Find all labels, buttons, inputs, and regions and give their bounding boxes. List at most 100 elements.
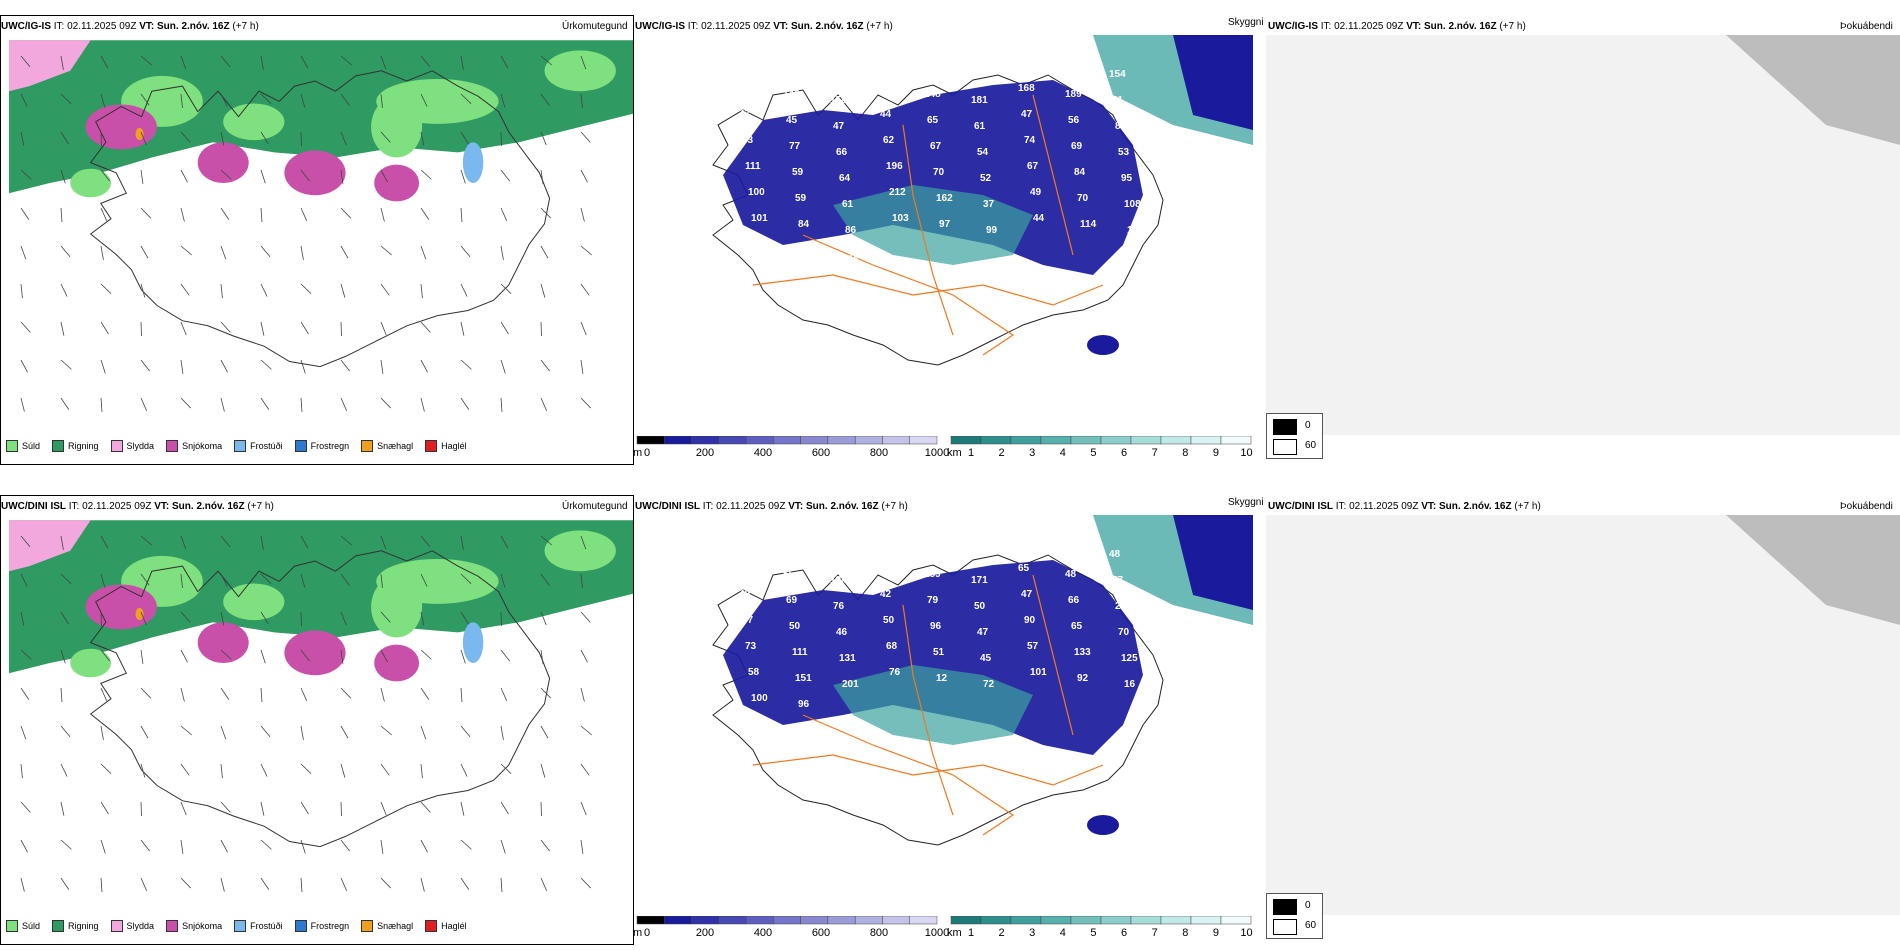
visibility-tick-label: 5 (1090, 447, 1096, 458)
ceiling-tick-label: 200 (696, 447, 714, 458)
legend-label: Rigning (68, 921, 99, 931)
ceiling-value-label: 100 (748, 187, 765, 198)
ceiling-value-label: 52 (1062, 543, 1074, 554)
visibility-tick-label: 5 (1090, 927, 1096, 938)
ceiling-value-label: 84 (1115, 121, 1127, 132)
legend-item: Frostúði (234, 920, 283, 932)
ceiling-value-label: 12 (936, 673, 948, 684)
visibility-color-bin (1130, 435, 1162, 445)
legend-item: Súld (6, 440, 40, 452)
ceiling-value-label: 111 (792, 647, 808, 658)
ceiling-value-label: 49 (739, 589, 751, 600)
ceiling-tick-label: 1000 (925, 447, 949, 458)
ceiling-value-label: 45 (786, 115, 798, 126)
visibility-tick-label: 4 (1060, 447, 1066, 458)
fog-map-top (1266, 35, 1900, 435)
model-name: UWC/DINI ISL (1, 501, 66, 512)
legend-item: Snæhagl (361, 440, 413, 452)
ceiling-value-label: 50 (789, 621, 801, 632)
ceiling-value-label: 70 (1118, 627, 1130, 638)
ceiling-color-bin (636, 435, 665, 445)
ceiling-value-label: 52 (980, 173, 992, 184)
ceiling-value-label: 59 (792, 167, 804, 178)
lead-time: (+7 h) (866, 21, 893, 32)
precip-map-bottom (9, 520, 633, 892)
legend-item: Slydda (110, 440, 154, 452)
fog-scale-top-label: 0 (1305, 420, 1311, 431)
legend-item: Haglél (425, 440, 467, 452)
visibility-color-bin (1190, 435, 1222, 445)
ceiling-value-label: 131 (839, 653, 856, 664)
precip-type-label-top: Úrkomutegund (562, 21, 628, 32)
init-time: IT: 02.11.2025 09Z (1335, 501, 1419, 512)
legend-swatch (166, 920, 179, 932)
ceiling-scale-top: m 0 200 400 600 800 1000 km 1 2 3 4 5 6 7 8 9 10 (633, 435, 1265, 459)
precip-panel-top (0, 15, 634, 465)
ceiling-value-label: 70 (1077, 193, 1089, 204)
ceiling-value-label: 168 (1018, 83, 1035, 94)
visibility-color-bin (1220, 915, 1252, 925)
visibility-color-bin (1040, 435, 1072, 445)
visibility-color-bin (1070, 435, 1102, 445)
legend-label: Súld (22, 441, 41, 451)
ceiling-value-label: 97 (939, 219, 951, 230)
visibility-color-bin (1160, 435, 1192, 445)
visibility-color-bin (1220, 435, 1252, 445)
ceiling-value-label: 58 (921, 543, 933, 554)
ceiling-value-label: 65 (874, 57, 886, 68)
ceiling-value-label: 217 (733, 57, 750, 68)
ceiling-value-label: 67 (780, 63, 792, 74)
ceiling-value-label: 101 (1030, 667, 1047, 678)
ceiling-value-label: 154 (1109, 69, 1126, 80)
visibility-tick-label: 10 (1240, 927, 1252, 938)
ceiling-color-bin (745, 435, 774, 445)
ceiling-value-label: 61 (733, 537, 745, 548)
ceiling-value-label: 67 (930, 141, 942, 152)
init-time: IT: 02.11.2025 09Z (702, 501, 786, 512)
visibility-tick-label: 3 (1029, 927, 1035, 938)
ceiling-value-label: 45 (980, 653, 992, 664)
ceiling-value-label: 65 (1071, 621, 1083, 632)
ceiling-value-label: 68 (886, 641, 898, 652)
ceiling-color-bin (827, 435, 856, 445)
legend-item: Slydda (110, 920, 155, 932)
ceiling-value-label: 20 (1115, 601, 1127, 612)
ceiling-value-label: 44 (880, 109, 892, 120)
ceiling-value-label: 201 (842, 679, 859, 690)
lead-time: (+7 h) (1499, 21, 1526, 32)
ceiling-value-label: 74 (968, 549, 980, 560)
ceiling-value-label: 51 (933, 647, 945, 658)
ceiling-value-label: 70 (933, 167, 945, 178)
ceiling-value-label: 16 (1124, 679, 1136, 690)
visibility-tick-label: 8 (1182, 447, 1188, 458)
visibility-tick-label: 7 (1152, 447, 1158, 458)
ceiling-value-label: 129 (877, 563, 894, 574)
fog-panel-bottom (1266, 515, 1900, 915)
visibility-color-bin (1160, 915, 1192, 925)
ceiling-value-label: 76 (889, 667, 901, 678)
ceiling-value-label: 56 (1068, 115, 1080, 126)
fog-map-bottom (1266, 515, 1900, 915)
legend-label: Slydda (126, 921, 155, 931)
valid-time: VT: Sun. 2.nóv. 16Z (139, 21, 230, 32)
ceiling-value-label: 66 (1068, 595, 1080, 606)
ceiling-value-label: 84 (798, 219, 810, 230)
ceiling-tick-label: 800 (870, 927, 888, 938)
ceiling-value-label: 47 (977, 627, 989, 638)
legend-swatch (361, 920, 374, 932)
model-name: UWC/IG-IS (635, 21, 685, 32)
ceiling-color-bin (636, 915, 665, 925)
ceiling-color-bin (882, 915, 910, 925)
visibility-tick-label: 10 (1240, 447, 1252, 458)
ceiling-color-bin (882, 435, 910, 445)
ceiling-tick-label: 1000 (925, 927, 949, 938)
legend-label: Snjókoma (182, 441, 223, 451)
fog-scale-top-label: 0 (1305, 900, 1311, 911)
valid-time: VT: Sun. 2.nóv. 16Z (773, 21, 864, 32)
fog-panel-top (1266, 35, 1900, 435)
fog-scale-top: 0 60 (1266, 413, 1323, 459)
model-name: UWC/DINI ISL (1268, 501, 1333, 512)
visibility-tick-label: 1 (968, 927, 974, 938)
legend-label: Frostregn (310, 441, 350, 451)
ceiling-value-label: 50 (1015, 57, 1027, 68)
